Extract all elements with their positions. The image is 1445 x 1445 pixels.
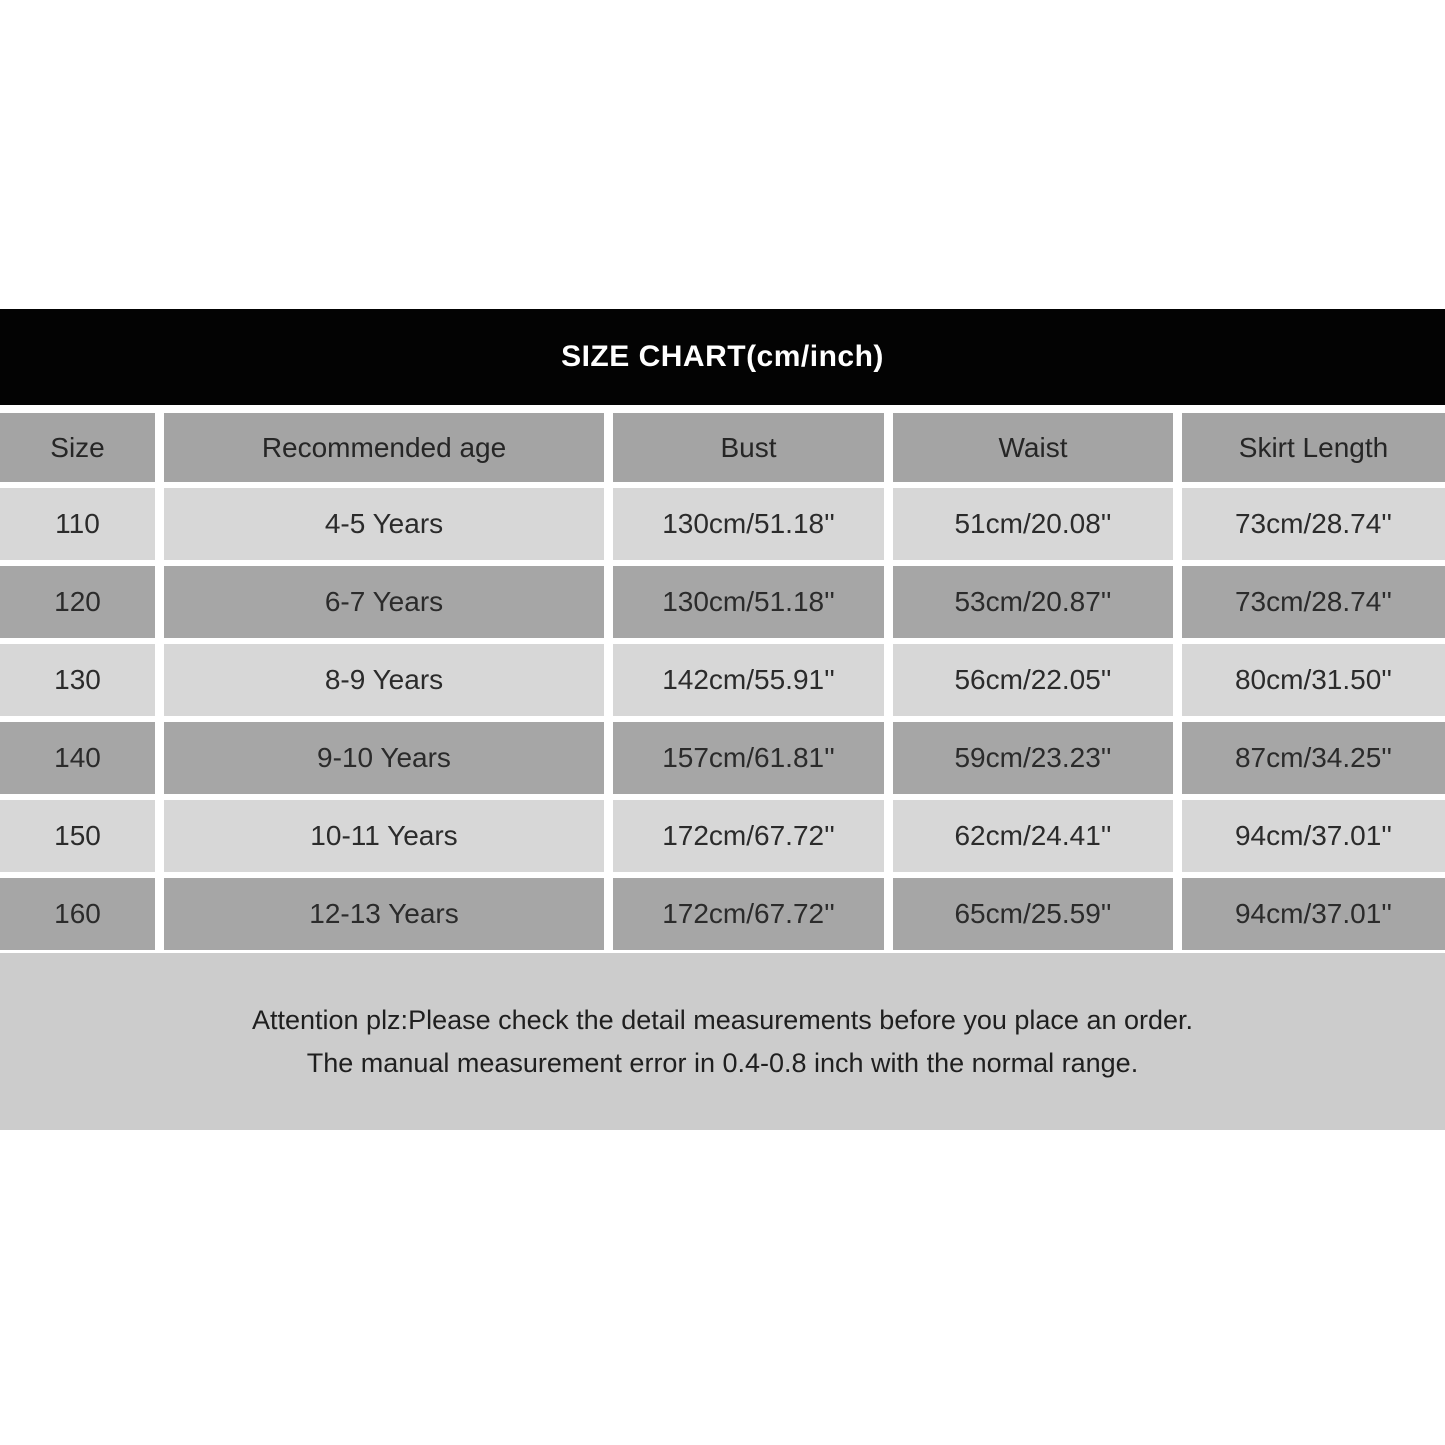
table-cell: 120: [0, 566, 155, 638]
table-cell: 62cm/24.41'': [893, 800, 1173, 872]
table-cell: 140: [0, 722, 155, 794]
table-cell: 73cm/28.74'': [1182, 566, 1445, 638]
column-header-bust: Bust: [613, 413, 884, 482]
table-cell: 172cm/67.72'': [613, 878, 884, 950]
table-cell: 6-7 Years: [164, 566, 604, 638]
column-header-skirt-length: Skirt Length: [1182, 413, 1445, 482]
table-cell: 172cm/67.72'': [613, 800, 884, 872]
table-cell: 150: [0, 800, 155, 872]
table-cell: 130: [0, 644, 155, 716]
table-cell: 130cm/51.18'': [613, 566, 884, 638]
column-header-size: Size: [0, 413, 155, 482]
table-cell: 73cm/28.74'': [1182, 488, 1445, 560]
attention-note-line-2: The manual measurement error in 0.4-0.8 …: [306, 1047, 1139, 1078]
table-cell: 59cm/23.23'': [893, 722, 1173, 794]
table-cell: 8-9 Years: [164, 644, 604, 716]
table-cell: 157cm/61.81'': [613, 722, 884, 794]
table-cell: 87cm/34.25'': [1182, 722, 1445, 794]
table-cell: 9-10 Years: [164, 722, 604, 794]
table-cell: 53cm/20.87'': [893, 566, 1173, 638]
size-chart-title: SIZE CHART(cm/inch): [561, 340, 884, 373]
column-header-recommended-age: Recommended age: [164, 413, 604, 482]
column-header-waist: Waist: [893, 413, 1173, 482]
table-cell: 65cm/25.59'': [893, 878, 1173, 950]
size-table: Size Recommended age Bust Waist Skirt Le…: [0, 413, 1445, 950]
table-cell: 130cm/51.18'': [613, 488, 884, 560]
table-cell: 56cm/22.05'': [893, 644, 1173, 716]
table-cell: 160: [0, 878, 155, 950]
attention-note: Attention plz:Please check the detail me…: [0, 953, 1445, 1130]
table-cell: 94cm/37.01'': [1182, 878, 1445, 950]
size-chart-header-bar: SIZE CHART(cm/inch): [0, 309, 1445, 405]
table-cell: 12-13 Years: [164, 878, 604, 950]
table-cell: 110: [0, 488, 155, 560]
table-cell: 4-5 Years: [164, 488, 604, 560]
attention-note-line-1: Attention plz:Please check the detail me…: [251, 1004, 1194, 1035]
table-cell: 80cm/31.50'': [1182, 644, 1445, 716]
table-cell: 10-11 Years: [164, 800, 604, 872]
table-cell: 94cm/37.01'': [1182, 800, 1445, 872]
table-cell: 142cm/55.91'': [613, 644, 884, 716]
table-cell: 51cm/20.08'': [893, 488, 1173, 560]
